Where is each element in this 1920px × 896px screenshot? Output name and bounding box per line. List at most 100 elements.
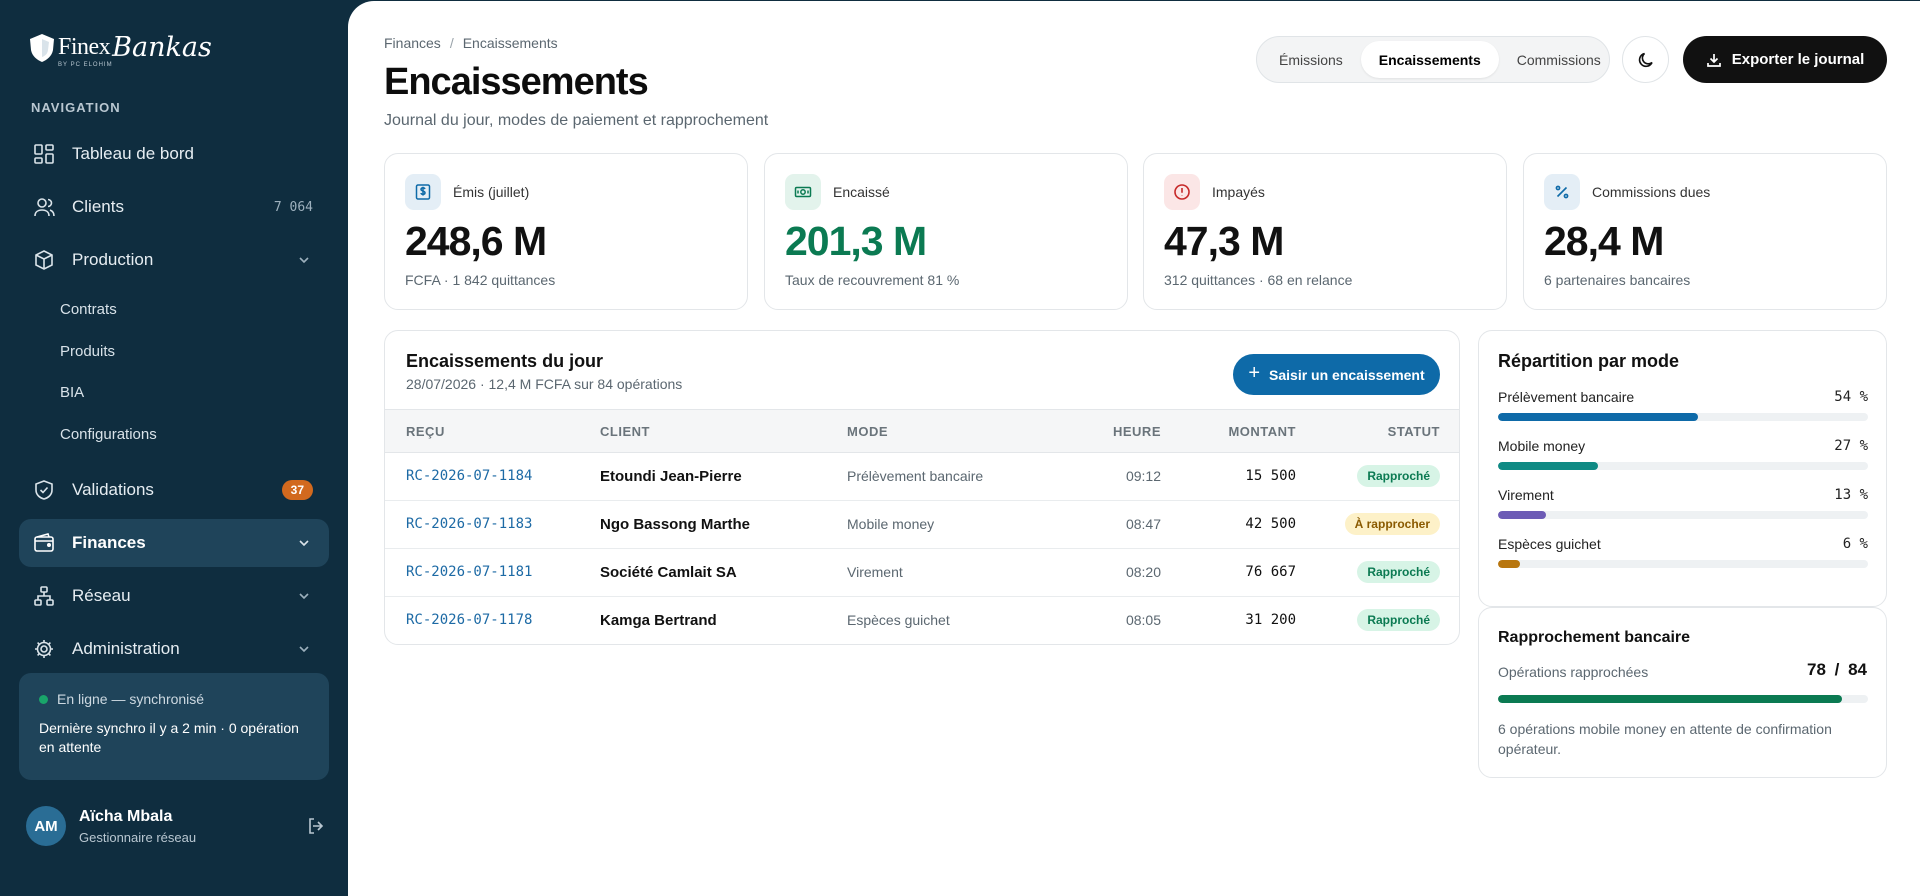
breadcrumb: Finances / Encaissements: [384, 35, 558, 51]
time: 09:12: [1125, 468, 1161, 484]
avatar: AM: [26, 806, 66, 846]
mode-bar: [1498, 413, 1698, 421]
download-icon: [1706, 53, 1721, 67]
receipt-link[interactable]: RC-2026-07-1184: [406, 468, 533, 484]
clients-count: 7 064: [273, 199, 313, 215]
brand-name-part2: Bankas: [112, 32, 212, 63]
validations-badge: 37: [281, 480, 313, 500]
sidebar-item-production[interactable]: Production: [19, 236, 329, 284]
table-row[interactable]: RC-2026-07-1181 Société Camlait SA Virem…: [385, 549, 1459, 597]
theme-toggle-button[interactable]: [1622, 36, 1669, 83]
journal-subtitle: 28/07/2026 · 12,4 M FCFA sur 84 opératio…: [406, 376, 683, 392]
page-title: Encaissements: [384, 61, 649, 103]
rapprochement-card: Rapprochement bancaire Opérations rappro…: [1478, 607, 1887, 778]
sidebar-item-tableau-de-bord[interactable]: Tableau de bord: [19, 130, 329, 178]
time: 08:05: [1125, 612, 1161, 628]
tab-encaissements[interactable]: Encaissements: [1360, 41, 1499, 78]
sidebar-subitem-contrats[interactable]: Contrats: [60, 301, 117, 318]
dashboard-icon: [33, 143, 55, 165]
sidebar-item-finances[interactable]: Finances: [19, 519, 329, 567]
table-header: REÇU CLIENT MODE HEURE MONTANT STATUT: [385, 409, 1459, 453]
sidebar-subitem-bia[interactable]: BIA: [60, 384, 85, 401]
tab-emissions[interactable]: Émissions: [1279, 51, 1343, 68]
sidebar-item-label: Administration: [72, 639, 180, 658]
sidebar-item-label: Validations: [72, 480, 154, 499]
column-header-heure[interactable]: HEURE: [1112, 424, 1161, 439]
kpi-card-emis: Émis (juillet) 248,6 M FCFA · 1 842 quit…: [384, 153, 748, 310]
table-row[interactable]: RC-2026-07-1184 Etoundi Jean-Pierre Prél…: [385, 453, 1459, 501]
client-name: Kamga Bertrand: [600, 612, 717, 629]
column-header-mode[interactable]: MODE: [847, 424, 888, 439]
sidebar-item-validations[interactable]: Validations 37: [19, 466, 329, 514]
gear-icon: [33, 638, 55, 660]
mode-percent: 6 %: [1842, 536, 1868, 552]
table-row[interactable]: RC-2026-07-1178 Kamga Bertrand Espèces g…: [385, 597, 1459, 644]
users-icon: [33, 196, 55, 218]
chevron-down-icon: [299, 540, 309, 547]
sidebar-item-administration[interactable]: Administration: [19, 625, 329, 673]
export-journal-button[interactable]: Exporter le journal: [1683, 36, 1887, 83]
plus-icon: +: [1248, 362, 1261, 384]
network-icon: [33, 585, 55, 607]
column-header-recu[interactable]: REÇU: [406, 424, 445, 439]
logo-shield-icon: [30, 33, 54, 62]
client-name: Etoundi Jean-Pierre: [600, 468, 742, 485]
sidebar: Finex Bankas BY PC ELOHIM NAVIGATION Tab…: [0, 0, 348, 896]
add-encaissement-button[interactable]: + Saisir un encaissement: [1233, 354, 1440, 395]
export-label: Exporter le journal: [1731, 51, 1865, 68]
sidebar-item-reseau[interactable]: Réseau: [19, 572, 329, 620]
banknote-icon: [785, 174, 821, 210]
receipt-link[interactable]: RC-2026-07-1183: [406, 516, 533, 532]
user-name: Aïcha Mbala: [79, 807, 173, 825]
brand-name-part1: Finex: [58, 34, 111, 60]
status-badge: Rapproché: [1357, 561, 1440, 583]
kpi-note: 312 quittances · 68 en relance: [1164, 272, 1353, 288]
client-name: Ngo Bassong Marthe: [600, 516, 751, 533]
mode-bar: [1498, 560, 1521, 568]
online-dot-icon: [39, 694, 48, 704]
status-badge: Rapproché: [1357, 465, 1440, 487]
shield-check-icon: [33, 479, 55, 501]
brand-tagline: BY PC ELOHIM: [58, 62, 113, 68]
wallet-icon: [33, 532, 55, 554]
mode-share-row: Prélèvement bancaire 54 %: [1498, 389, 1868, 421]
payment-mode: Virement: [847, 564, 903, 580]
logout-icon[interactable]: [306, 816, 326, 836]
box-icon: [33, 249, 55, 271]
column-header-statut[interactable]: STATUT: [1387, 424, 1440, 439]
nav-section-title: NAVIGATION: [31, 100, 121, 115]
sidebar-subitem-produits[interactable]: Produits: [60, 343, 116, 360]
kpi-card-commissions: Commissions dues 28,4 M 6 partenaires ba…: [1523, 153, 1887, 310]
rapprochement-title: Rapprochement bancaire: [1498, 629, 1691, 646]
sidebar-item-label: Production: [72, 250, 154, 269]
sync-status-box: En ligne — synchronisé Dernière synchro …: [19, 673, 329, 780]
sidebar-item-label: Réseau: [72, 586, 131, 605]
kpi-value: 47,3 M: [1164, 218, 1284, 264]
chevron-down-icon: [299, 257, 309, 264]
breadcrumb-encaissements: Encaissements: [462, 35, 558, 51]
sidebar-subitem-configurations[interactable]: Configurations: [60, 426, 157, 443]
kpi-value: 248,6 M: [405, 218, 547, 264]
receipt-link[interactable]: RC-2026-07-1181: [406, 564, 533, 580]
breadcrumb-finances[interactable]: Finances: [384, 35, 441, 51]
user-profile[interactable]: AM Aïcha Mbala Gestionnaire réseau: [26, 806, 326, 846]
brand-logo[interactable]: Finex Bankas BY PC ELOHIM: [28, 32, 212, 68]
receipt-link[interactable]: RC-2026-07-1178: [406, 612, 533, 628]
chevron-down-icon: [299, 646, 309, 653]
time: 08:47: [1125, 516, 1161, 532]
sidebar-item-clients[interactable]: Clients 7 064: [19, 183, 329, 231]
kpi-value: 28,4 M: [1544, 218, 1664, 264]
sidebar-item-label: Finances: [72, 533, 146, 552]
section-tabs: Émissions Encaissements Commissions: [1256, 36, 1610, 83]
user-role: Gestionnaire réseau: [79, 829, 197, 845]
payment-mode: Prélèvement bancaire: [847, 468, 984, 484]
column-header-client[interactable]: CLIENT: [600, 424, 650, 439]
column-header-montant[interactable]: MONTANT: [1228, 424, 1296, 439]
table-row[interactable]: RC-2026-07-1183 Ngo Bassong Marthe Mobil…: [385, 501, 1459, 549]
status-badge: Rapproché: [1357, 609, 1440, 631]
dollar-doc-icon: [405, 174, 441, 210]
status-badge: À rapprocher: [1344, 513, 1440, 535]
tab-commissions[interactable]: Commissions: [1516, 51, 1601, 68]
amount: 42 500: [1245, 516, 1296, 532]
repartition-title: Répartition par mode: [1498, 351, 1680, 371]
